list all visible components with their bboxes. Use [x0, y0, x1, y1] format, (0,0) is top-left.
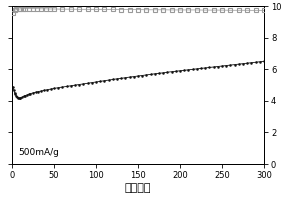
Text: 500mA/g: 500mA/g [19, 148, 60, 157]
X-axis label: 循环次数: 循环次数 [125, 183, 151, 193]
